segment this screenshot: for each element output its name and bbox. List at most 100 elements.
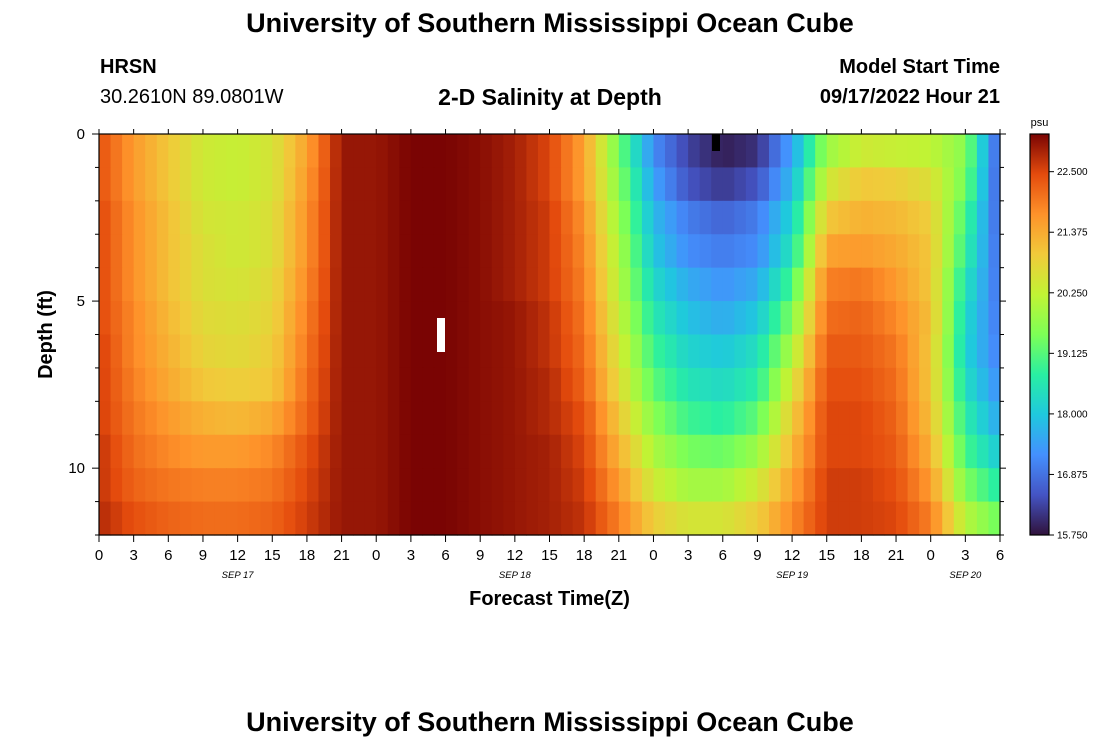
heatmap-cell xyxy=(549,434,562,469)
heatmap-cell xyxy=(872,401,886,436)
heatmap-cell xyxy=(353,367,366,402)
heatmap-cell xyxy=(202,401,216,436)
heatmap-cell xyxy=(168,200,181,235)
heatmap-cell xyxy=(572,367,585,402)
heatmap-cell xyxy=(641,200,655,235)
heatmap-cell xyxy=(514,334,527,369)
heatmap-cell xyxy=(399,200,412,235)
heatmap-cell xyxy=(376,334,389,369)
heatmap-cell xyxy=(445,401,458,436)
x-axis-label: Forecast Time(Z) xyxy=(469,588,630,610)
heatmap-cell xyxy=(318,401,331,436)
heatmap-cell xyxy=(861,334,874,369)
heatmap-cell xyxy=(688,267,701,302)
heatmap-cell xyxy=(988,434,1001,469)
heatmap-cell xyxy=(896,167,909,202)
heatmap-cell xyxy=(976,367,990,402)
heatmap-cell xyxy=(699,434,712,469)
heatmap-cell xyxy=(896,267,909,302)
heatmap-cell xyxy=(191,367,204,402)
heatmap-cell xyxy=(283,301,296,336)
heatmap-cell xyxy=(745,167,759,202)
heatmap-cell xyxy=(930,468,943,503)
heatmap-cell xyxy=(318,200,331,235)
x-tick-label: 9 xyxy=(476,547,484,564)
heatmap-cell xyxy=(572,267,585,302)
heatmap-cell xyxy=(480,134,493,169)
heatmap-cell xyxy=(688,301,701,336)
heatmap-cell xyxy=(283,234,296,269)
heatmap-cell xyxy=(722,301,735,336)
heatmap-cell xyxy=(780,301,793,336)
heatmap-cell xyxy=(237,167,250,202)
heatmap-cell xyxy=(734,434,747,469)
heatmap-cell xyxy=(757,301,770,336)
heatmap-cell xyxy=(792,234,805,269)
heatmap-cell xyxy=(595,334,608,369)
heatmap-cell xyxy=(306,234,320,269)
heatmap-cell xyxy=(249,367,262,402)
heatmap-cell xyxy=(341,200,354,235)
heatmap-cell xyxy=(734,367,747,402)
heatmap-cell xyxy=(226,134,239,169)
heatmap-cell xyxy=(399,434,412,469)
heatmap-cell xyxy=(815,167,828,202)
heatmap-cell xyxy=(387,401,400,436)
heatmap-cell xyxy=(665,167,678,202)
heatmap-cell xyxy=(491,234,504,269)
heatmap-cell xyxy=(803,468,816,503)
heatmap-cell xyxy=(757,501,770,536)
heatmap-cell xyxy=(457,334,470,369)
heatmap-cell xyxy=(919,434,932,469)
heatmap-cell xyxy=(168,501,181,536)
heatmap-cell xyxy=(572,200,585,235)
heatmap-cell xyxy=(468,200,481,235)
heatmap-cell xyxy=(676,367,689,402)
heatmap-cell xyxy=(988,301,1001,336)
model-start-label: Model Start Time xyxy=(839,56,1000,78)
heatmap-cell xyxy=(272,134,285,169)
heatmap-cell xyxy=(110,434,123,469)
heatmap-cell xyxy=(480,334,493,369)
heatmap-cell xyxy=(676,401,689,436)
x-tick-label: 6 xyxy=(441,547,449,564)
heatmap-cell xyxy=(214,501,227,536)
heatmap-cell xyxy=(919,267,932,302)
heatmap-cell xyxy=(272,200,285,235)
heatmap-cell xyxy=(745,267,759,302)
heatmap-cell xyxy=(410,401,424,436)
heatmap-cell xyxy=(226,501,239,536)
heatmap-cell xyxy=(110,234,123,269)
x-tick-label: 15 xyxy=(818,547,835,564)
heatmap-cell xyxy=(930,501,943,536)
heatmap-cell xyxy=(976,301,990,336)
heatmap-cell xyxy=(826,367,839,402)
heatmap-cell xyxy=(526,334,539,369)
heatmap-cell xyxy=(99,401,112,436)
heatmap-cell xyxy=(976,200,990,235)
heatmap-cell xyxy=(641,334,655,369)
heatmap-cell xyxy=(99,234,112,269)
heatmap-cell xyxy=(457,234,470,269)
heatmap-cell xyxy=(988,234,1001,269)
heatmap-cell xyxy=(861,301,874,336)
heatmap-cell xyxy=(849,234,862,269)
heatmap-cell xyxy=(260,434,273,469)
heatmap-cell xyxy=(226,234,239,269)
heatmap-cell xyxy=(768,468,782,503)
heatmap-cell xyxy=(641,301,655,336)
heatmap-cell xyxy=(584,434,597,469)
heatmap-cell xyxy=(364,200,377,235)
colorbar-ramp xyxy=(1029,133,1050,536)
heatmap-cell xyxy=(387,167,400,202)
heatmap-cell xyxy=(688,200,701,235)
heatmap-cell xyxy=(364,134,377,169)
heatmap-cell xyxy=(607,367,620,402)
heatmap-cell xyxy=(122,200,135,235)
heatmap-cell xyxy=(283,334,296,369)
heatmap-cell xyxy=(792,434,805,469)
heatmap-cell xyxy=(283,468,296,503)
heatmap-cell xyxy=(491,501,504,536)
heatmap-cell xyxy=(156,434,169,469)
heatmap-cell xyxy=(445,367,458,402)
